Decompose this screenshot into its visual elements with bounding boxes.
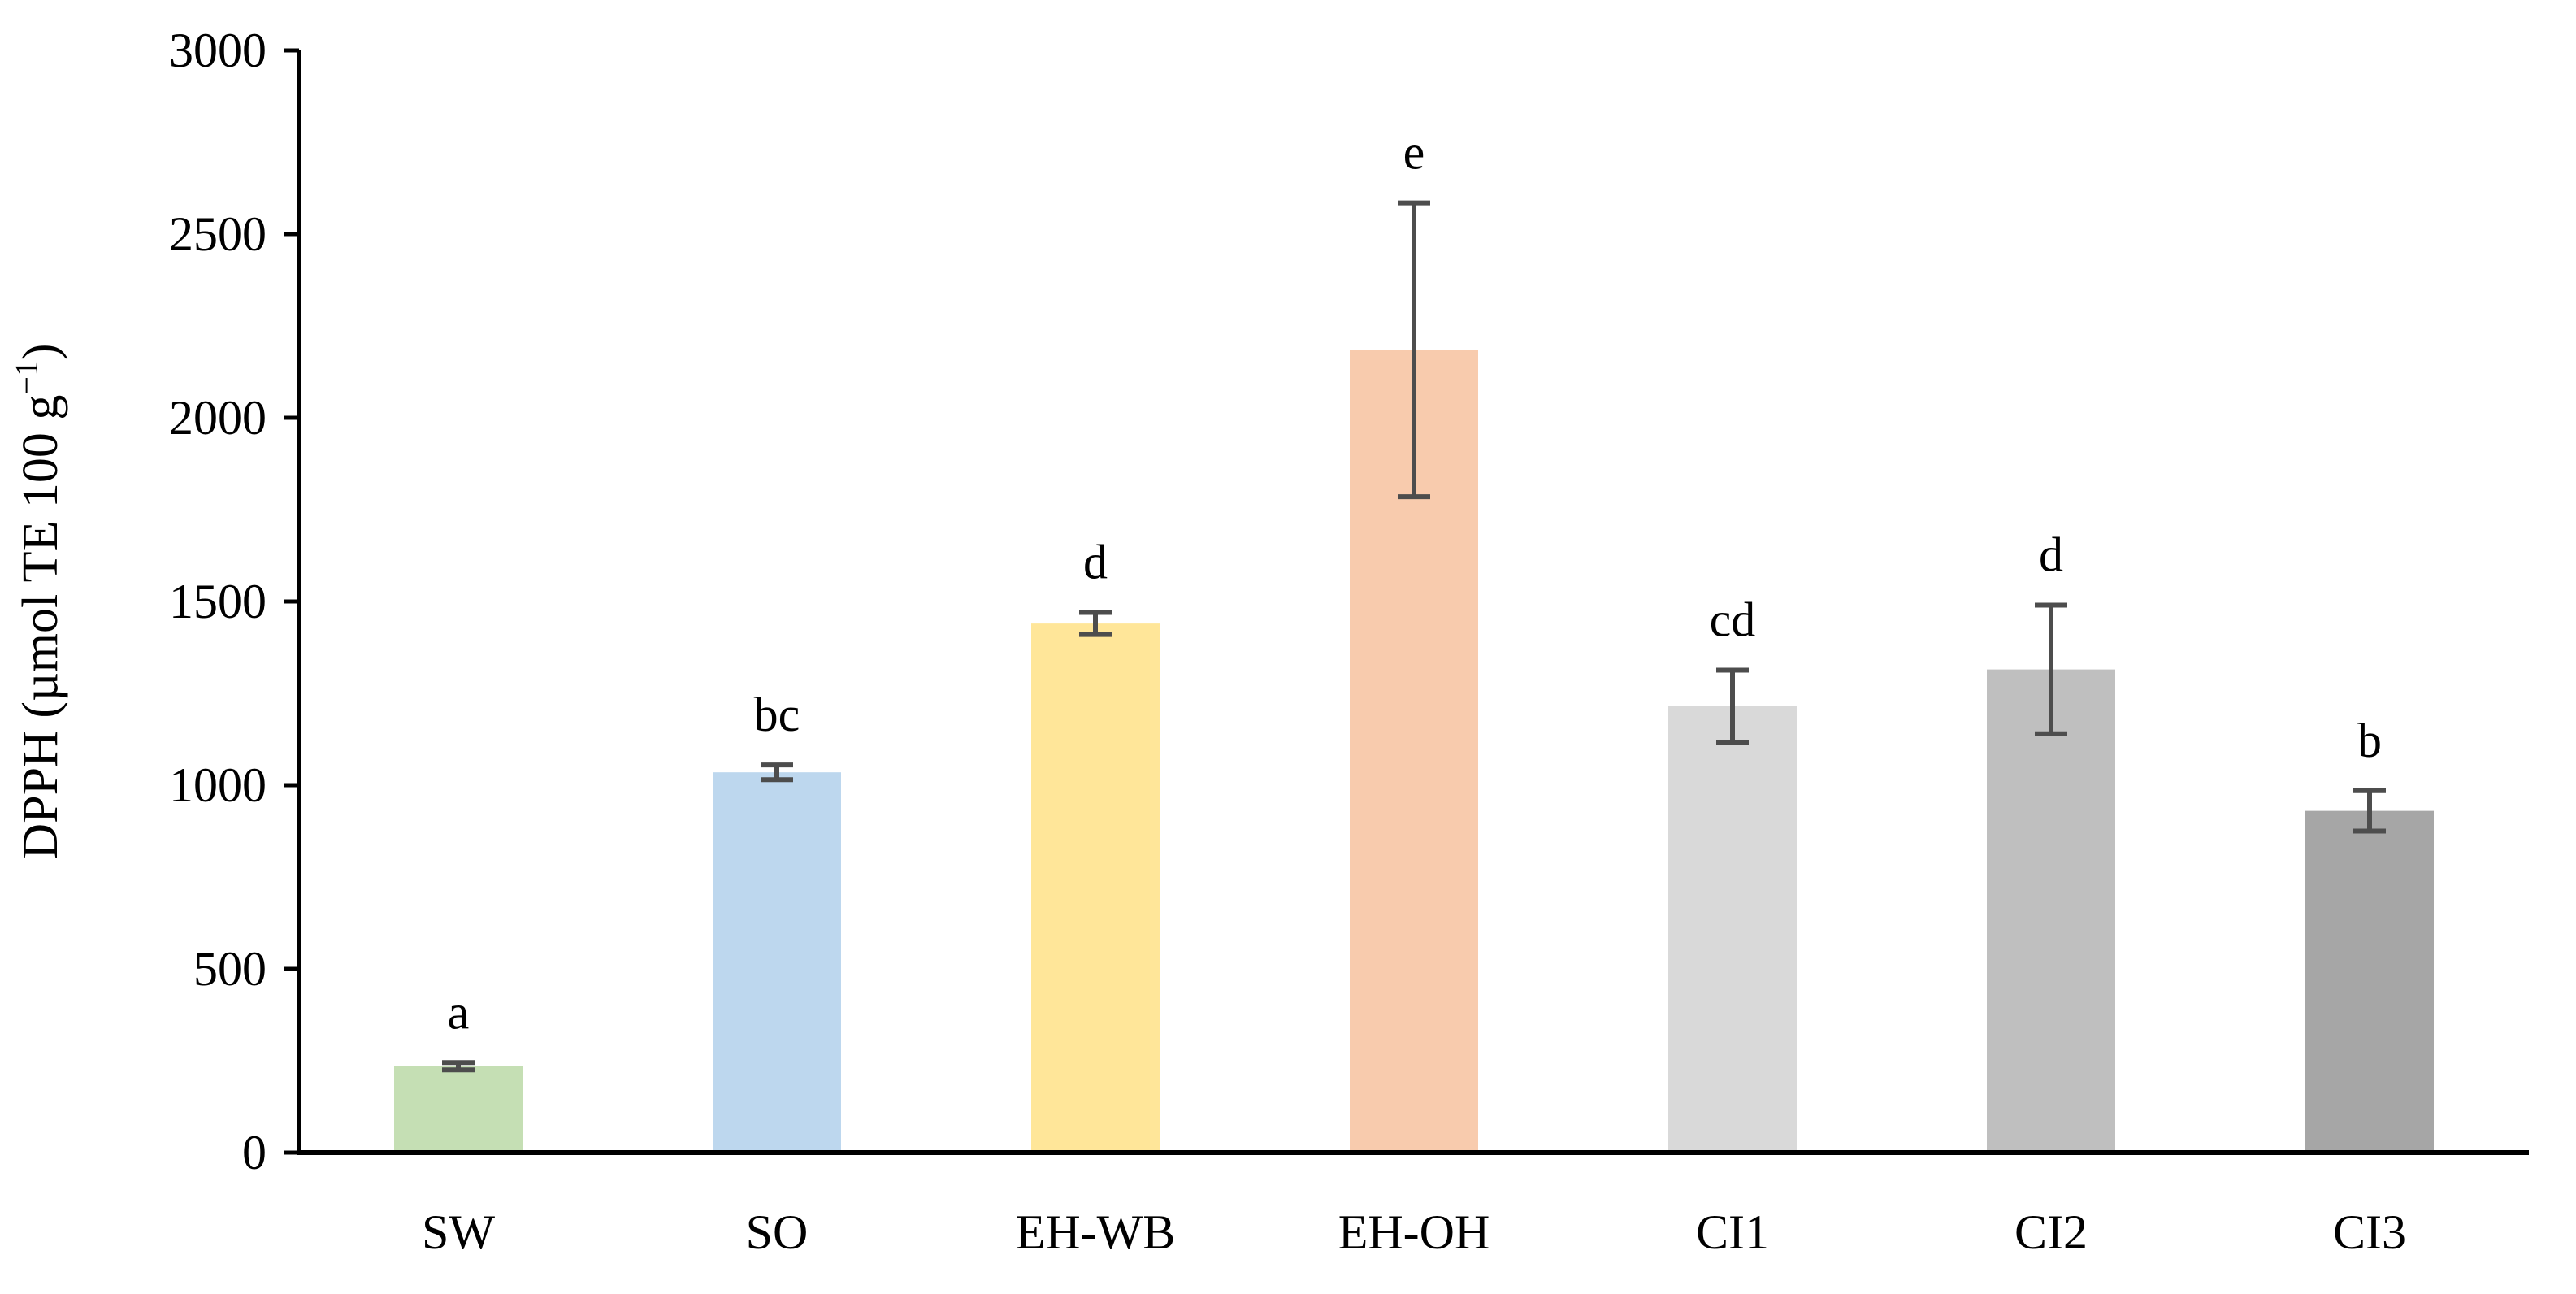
- error-bars-layer: [442, 200, 2386, 1073]
- significance-letter: e: [1403, 126, 1425, 180]
- significance-letter: d: [2039, 528, 2063, 582]
- x-category-label: EH-WB: [1016, 1205, 1176, 1259]
- error-bar-so: [761, 762, 793, 783]
- y-tick-label: 3000: [169, 24, 267, 77]
- y-tick-label: 2500: [169, 207, 267, 261]
- x-category-label: CI2: [2014, 1205, 2088, 1259]
- y-tick-label: 1500: [169, 575, 267, 628]
- y-tick-label: 500: [193, 942, 267, 996]
- y-axis-title-suffix: ): [13, 343, 68, 360]
- bar-ci2: [1987, 669, 2115, 1153]
- x-category-label: EH-OH: [1338, 1205, 1490, 1259]
- bar-ci1: [1668, 706, 1797, 1153]
- significance-letter: cd: [1710, 593, 1756, 647]
- bar-so: [713, 772, 841, 1153]
- error-bar-ci1: [1716, 667, 1749, 745]
- significance-letter: a: [448, 985, 470, 1039]
- x-category-label: CI1: [1696, 1205, 1769, 1259]
- significance-letter: b: [2357, 714, 2382, 767]
- significance-letter: bc: [754, 688, 800, 741]
- y-axis-title-superscript: −1: [8, 360, 45, 395]
- bar-eh-wb: [1031, 623, 1160, 1153]
- error-bar-eh-oh: [1398, 200, 1430, 500]
- error-bar-ci3: [2353, 788, 2386, 834]
- axes-layer: [284, 48, 2529, 1155]
- x-category-label: CI3: [2333, 1205, 2406, 1259]
- labels-layer: 0 500 1000 1500 2000 2500 3000 SW SO EH-WB EH-OH CI…: [169, 24, 2406, 1259]
- significance-letter: d: [1083, 536, 1108, 589]
- bar-ci3: [2305, 810, 2434, 1153]
- error-bar-eh-wb: [1079, 610, 1112, 637]
- x-category-label: SO: [746, 1205, 809, 1259]
- bar-sw: [394, 1066, 523, 1153]
- x-category-label: SW: [422, 1205, 495, 1259]
- y-axis-title: DPPH (µmol TE 100 g−1): [8, 343, 68, 859]
- error-bar-ci2: [2035, 602, 2067, 736]
- error-bar-sw: [442, 1060, 475, 1073]
- y-tick-label: 2000: [169, 391, 267, 445]
- y-axis-title-main: DPPH (µmol TE 100 g: [13, 395, 68, 860]
- y-tick-label: 0: [242, 1126, 267, 1179]
- y-tick-label: 1000: [169, 758, 267, 812]
